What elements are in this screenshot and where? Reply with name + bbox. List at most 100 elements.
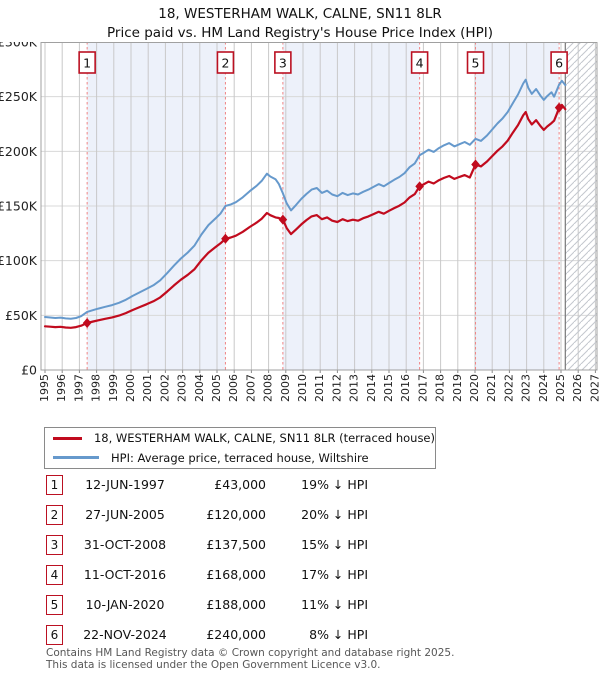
sale-hpi-diff: 8% ↓ HPI [309,627,368,642]
sale-date: 31-OCT-2008 [83,537,167,552]
future-hatch-area [565,42,597,370]
x-axis-label: 2011 [313,374,326,402]
sale-date: 11-OCT-2016 [83,567,167,582]
x-axis-label: 2019 [451,374,464,402]
x-axis-label: 2014 [365,374,378,402]
x-axis-label: 2005 [210,374,223,402]
table-row: 6 22-NOV-2024 £240,000 8% ↓ HPI [0,620,600,650]
x-axis-label: 2015 [382,374,395,402]
sale-price: £240,000 [206,627,266,642]
x-axis-label: 1995 [38,374,51,402]
y-axis-label: £200K [0,144,38,159]
sale-marker [415,181,424,192]
sale-number-box-label: 6 [555,56,563,71]
sale-number-box-label: 4 [416,56,424,71]
x-axis-label: 2025 [554,374,567,402]
footer-line-2: This data is licensed under the Open Gov… [46,658,381,671]
sale-number-box [466,51,485,74]
sale-marker [278,214,288,225]
table-row: 3 31-OCT-2008 £137,500 15% ↓ HPI [0,530,600,560]
sale-price: £168,000 [206,567,266,582]
chart-subtitle: Price paid vs. HM Land Registry's House … [107,25,493,41]
sale-number-badge: 2 [46,505,63,525]
x-axis-label: 2002 [158,374,171,402]
sale-date: 22-NOV-2024 [83,627,167,642]
x-axis-label: 2027 [588,374,600,402]
y-axis-label: £150K [0,199,38,214]
sale-price: £137,500 [206,537,266,552]
sale-number-box-label: 5 [472,56,480,71]
table-row: 2 27-JUN-2005 £120,000 20% ↓ HPI [0,500,600,530]
y-axis-label: £100K [0,253,38,268]
footer-line-1: Contains HM Land Registry data © Crown c… [46,647,455,659]
sale-number-badge: 6 [46,625,63,645]
x-axis-label: 1998 [90,374,103,402]
sale-number-box-label: 2 [221,56,229,71]
hpi-line [44,78,567,320]
y-axis-label: £0 [21,363,37,378]
y-axis-label: £50K [5,308,38,323]
table-row: 1 12-JUN-1997 £43,000 19% ↓ HPI [0,470,600,500]
x-axis-label: 2018 [434,374,447,402]
sale-hpi-diff: 17% ↓ HPI [301,567,368,582]
x-axis-label: 2006 [227,374,240,402]
sale-number-box [550,51,568,74]
x-axis-label: 2012 [330,374,343,402]
table-row: 4 11-OCT-2016 £168,000 17% ↓ HPI [0,560,600,590]
y-axis-label: £250K [0,89,38,104]
license-footer: Contains HM Land Registry data © Crown c… [46,647,586,671]
sale-marker [471,159,480,170]
sale-hpi-diff: 19% ↓ HPI [301,477,368,492]
property-price-line [43,103,567,329]
sale-number-box [274,51,292,74]
legend-item-hpi: HPI: Average price, terraced house, Wilt… [45,449,435,467]
x-axis-label: 2001 [141,374,154,402]
sale-marker [221,233,230,244]
sale-date: 12-JUN-1997 [85,477,165,492]
table-row: 5 10-JAN-2020 £188,000 11% ↓ HPI [0,590,600,620]
x-axis-label: 2023 [520,374,533,402]
x-axis-label: 2013 [348,374,361,402]
sale-number-badge: 3 [46,535,63,555]
sale-number-box [410,51,429,74]
x-axis-label: 2021 [485,374,498,402]
sale-hpi-diff: 11% ↓ HPI [301,597,368,612]
sale-number-badge: 4 [46,565,63,585]
x-axis-label: 2016 [399,374,412,402]
sale-price: £43,000 [214,477,266,492]
legend-label-hpi: HPI: Average price, terraced house, Wilt… [111,450,369,465]
chart-title: 18, WESTERHAM WALK, CALNE, SN11 8LR [158,6,442,22]
price-chart-canvas: £0 £50K £100K £150K £200K £250K £300K 1995 1996 1… [0,35,600,403]
legend-item-property: 18, WESTERHAM WALK, CALNE, SN11 8LR (ter… [45,429,435,447]
sale-date: 27-JUN-2005 [85,507,165,522]
x-axis-label: 2024 [537,374,550,402]
price-chart: £0 £50K £100K £150K £200K £250K £300K 1995 1996 1… [0,35,600,410]
x-axis-label: 2009 [279,374,292,402]
sale-number-box-label: 1 [83,56,91,71]
x-axis-label: 2026 [571,374,584,402]
sale-number-badge: 1 [46,475,63,495]
sale-date: 10-JAN-2020 [85,597,165,612]
x-axis-label: 2010 [296,374,309,402]
sale-marker [554,102,564,113]
sale-price: £188,000 [206,597,266,612]
sale-marker [82,317,92,328]
x-axis-label: 2003 [176,374,189,402]
x-axis-label: 2022 [502,374,515,402]
sale-hpi-diff: 20% ↓ HPI [301,507,368,522]
x-axis-label: 2020 [468,374,481,402]
plot-border [40,42,598,371]
x-axis-label: 1999 [107,374,120,402]
x-axis-label: 2000 [124,374,137,402]
sale-hpi-diff: 15% ↓ HPI [301,537,368,552]
x-axis-label: 2004 [193,374,206,402]
x-axis-label: 1996 [55,374,68,402]
sale-number-badge: 5 [46,595,63,615]
chart-legend: 18, WESTERHAM WALK, CALNE, SN11 8LR (ter… [44,427,436,469]
x-axis-label: 2008 [262,374,275,402]
x-axis-label: 1997 [72,374,85,402]
sale-number-box-label: 3 [279,56,287,71]
x-axis-label: 2007 [244,374,257,402]
legend-label-property: 18, WESTERHAM WALK, CALNE, SN11 8LR (ter… [93,431,435,446]
hpi-line-swatch [53,456,99,460]
